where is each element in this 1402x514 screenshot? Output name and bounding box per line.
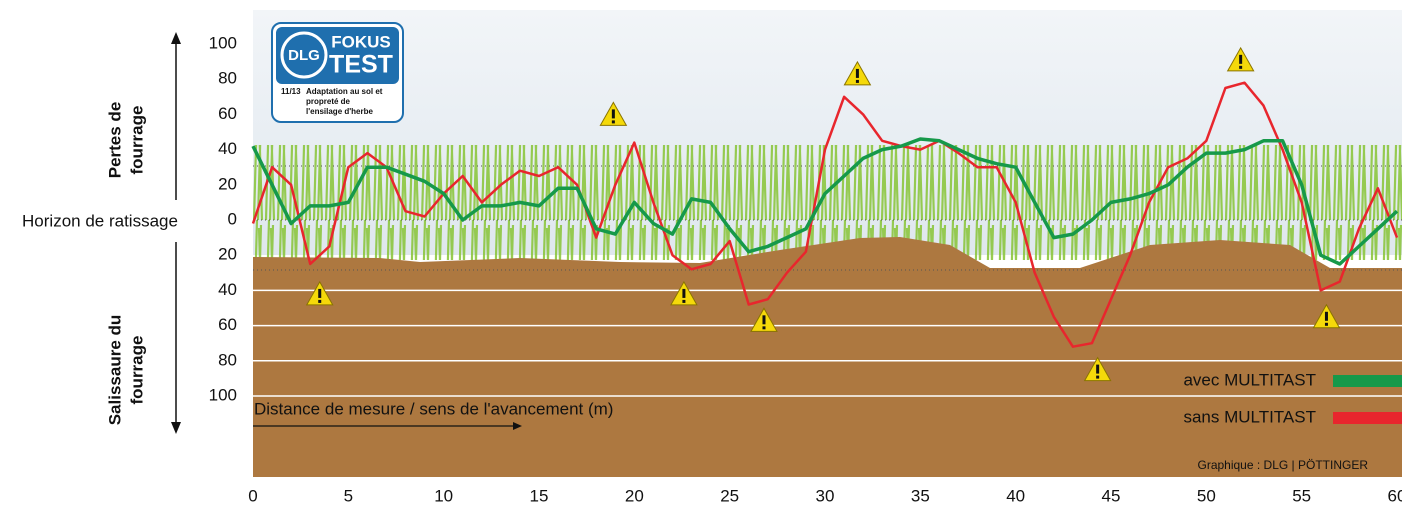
badge-caption: Adaptation au sol et [306,87,383,96]
warning-mark [1239,55,1242,64]
y-tick-label: 40 [218,280,237,299]
x-tick-label: 50 [1197,486,1216,505]
y-tick-label: 40 [218,139,237,158]
badge-caption: propreté de [306,97,351,106]
y-tick-label: 60 [218,315,237,334]
warning-mark [856,80,859,83]
x-tick-label: 45 [1102,486,1121,505]
x-tick-label: 0 [248,486,257,505]
x-tick-label: 40 [1006,486,1025,505]
y-tick-label: 100 [209,33,237,52]
warning-mark [682,289,685,298]
y-tick-label: 80 [218,350,237,369]
badge-text: TEST [329,51,393,79]
legend-label: sans MULTITAST [1183,407,1316,426]
x-tick-label: 55 [1292,486,1311,505]
zero-label: Horizon de ratissage [22,211,178,230]
x-tick-label: 5 [344,486,353,505]
y-tick-label: 100 [209,385,237,404]
y-title: fourrage [127,106,146,175]
axis-arrow [171,422,181,434]
x-tick-label: 20 [625,486,644,505]
warning-mark [612,109,615,118]
badge-issue: 11/13 [281,87,301,96]
x-tick-label: 60 [1388,486,1402,505]
warning-mark [762,315,765,324]
badge-caption: l'ensilage d'herbe [306,107,373,116]
y-tick-label: 20 [218,245,237,264]
x-tick-label: 10 [434,486,453,505]
warning-mark [1239,66,1242,69]
warning-mark [762,326,765,329]
legend-swatch [1333,412,1402,424]
y-title: fourrage [127,336,146,405]
x-title: Distance de mesure / sens de l'avancemen… [254,399,613,418]
badge-logo-text: DLG [288,47,320,64]
x-tick-label: 25 [720,486,739,505]
warning-mark [318,289,321,298]
legend-label: avec MULTITAST [1183,370,1316,389]
warning-mark [856,69,859,78]
warning-mark [612,120,615,123]
badge-text: FOKUS [331,32,391,51]
chart: Pertes de fourrage Salissaure du fourrag… [0,0,1402,509]
warning-mark [1096,376,1099,379]
y-tick-label: 0 [228,209,237,228]
y-tick-label: 20 [218,174,237,193]
y-tick-label: 80 [218,69,237,88]
warning-mark [318,300,321,303]
warning-mark [1325,312,1328,321]
y-title: Salissaure du [105,315,124,426]
axis-arrow [171,32,181,44]
y-tick-label: 60 [218,104,237,123]
y-title: Pertes de [105,102,124,179]
legend-swatch [1333,375,1402,387]
credit: Graphique : DLG | PÖTTINGER [1197,458,1368,472]
warning-mark [682,300,685,303]
warning-mark [1096,365,1099,374]
badge: DLG FOKUS TEST 11/13 Adaptation au sol e… [272,23,403,122]
warning-mark [1325,323,1328,326]
x-tick-label: 35 [911,486,930,505]
x-tick-label: 30 [816,486,835,505]
soil [253,237,1402,477]
x-tick-label: 15 [530,486,549,505]
